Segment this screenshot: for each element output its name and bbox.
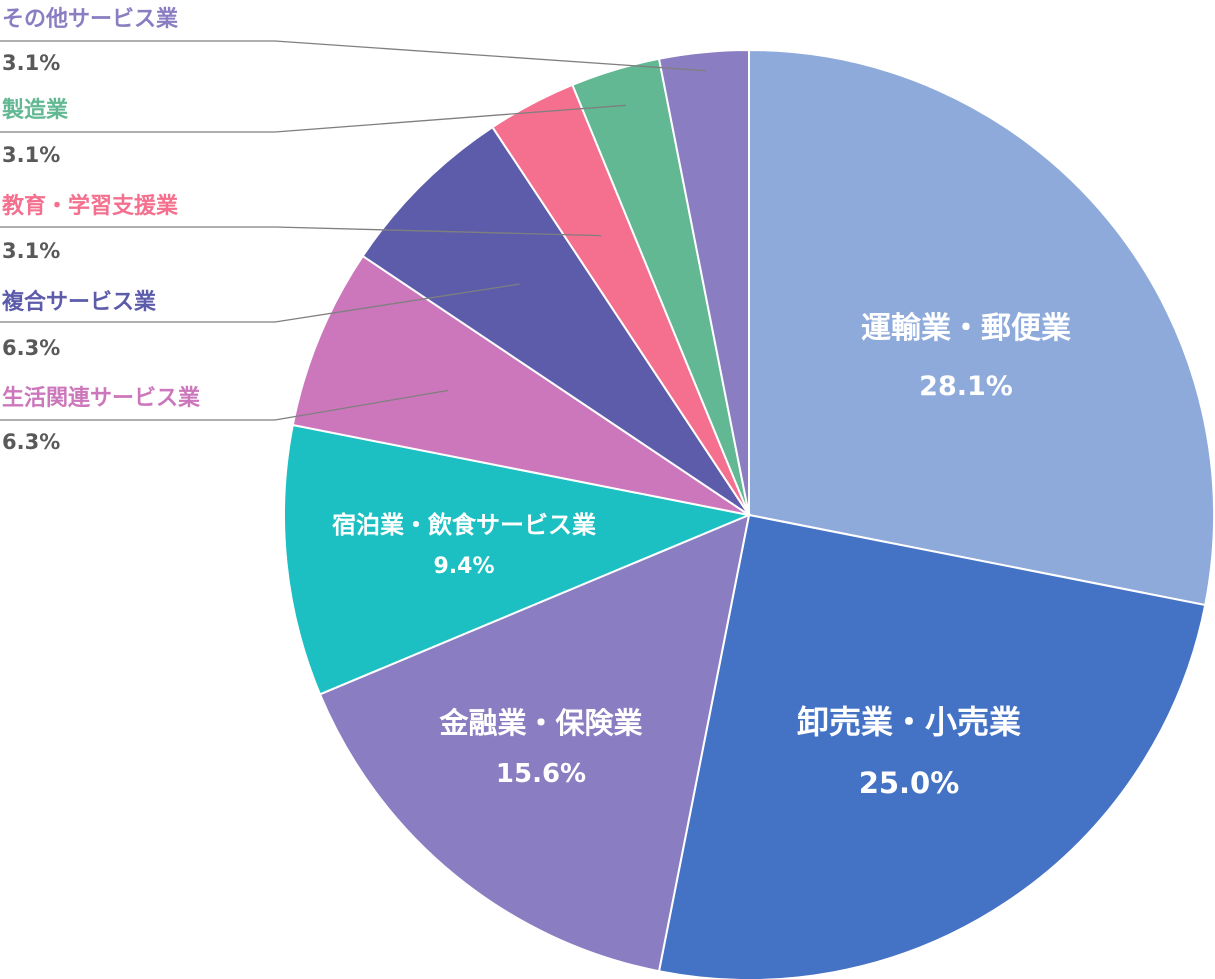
slice-8-category-label: 製造業 bbox=[1, 97, 69, 123]
leader-lines bbox=[0, 40, 706, 421]
slice-2-wedge bbox=[657, 513, 1207, 979]
slice-3-value-label: 15.6% bbox=[496, 759, 586, 789]
slice-5-category-label: 生活関連サービス業 bbox=[2, 386, 201, 411]
slice-2-value-label: 25.0% bbox=[859, 766, 960, 800]
slice-8-value-label: 3.1% bbox=[2, 143, 60, 167]
pie-slices bbox=[283, 48, 1215, 979]
slice-9-category-label: その他サービス業 bbox=[2, 7, 179, 32]
slice-8-leader-line bbox=[0, 104, 626, 133]
slice-5-leader-line bbox=[0, 389, 449, 421]
slice-9-leader-line bbox=[0, 40, 706, 72]
slice-6-category-label: 複合サービス業 bbox=[2, 289, 157, 315]
slice-6-leader-line bbox=[0, 283, 520, 323]
slice-7-value-label: 3.1% bbox=[2, 239, 60, 263]
slice-5-value-label: 6.3% bbox=[2, 430, 60, 454]
slice-6-wedge bbox=[361, 125, 750, 516]
slice-9-wedge bbox=[657, 48, 750, 516]
slice-9-value-label: 3.1% bbox=[2, 51, 60, 75]
slice-3-category-label: 金融業・保険業 bbox=[438, 706, 642, 740]
slice-2-category-label: 卸売業・小売業 bbox=[797, 703, 1021, 741]
slice-4-category-label: 宿泊業・飲食サービス業 bbox=[332, 511, 596, 539]
slice-3-wedge bbox=[318, 513, 751, 973]
slice-7-category-label: 教育・学習支援業 bbox=[2, 193, 179, 219]
slice-1-value-label: 28.1% bbox=[919, 371, 1013, 402]
slice-labels: 運輸業・郵便業 28.1% 卸売業・小売業 25.0% 金融業・保険業 15.6% 宿泊業・… bbox=[1, 7, 1071, 800]
slice-6-value-label: 6.3% bbox=[2, 336, 60, 360]
slice-7-leader-line bbox=[0, 226, 602, 237]
slice-1-wedge bbox=[748, 48, 1215, 607]
slice-1-category-label: 運輸業・郵便業 bbox=[861, 311, 1071, 346]
slice-4-value-label: 9.4% bbox=[433, 554, 494, 579]
